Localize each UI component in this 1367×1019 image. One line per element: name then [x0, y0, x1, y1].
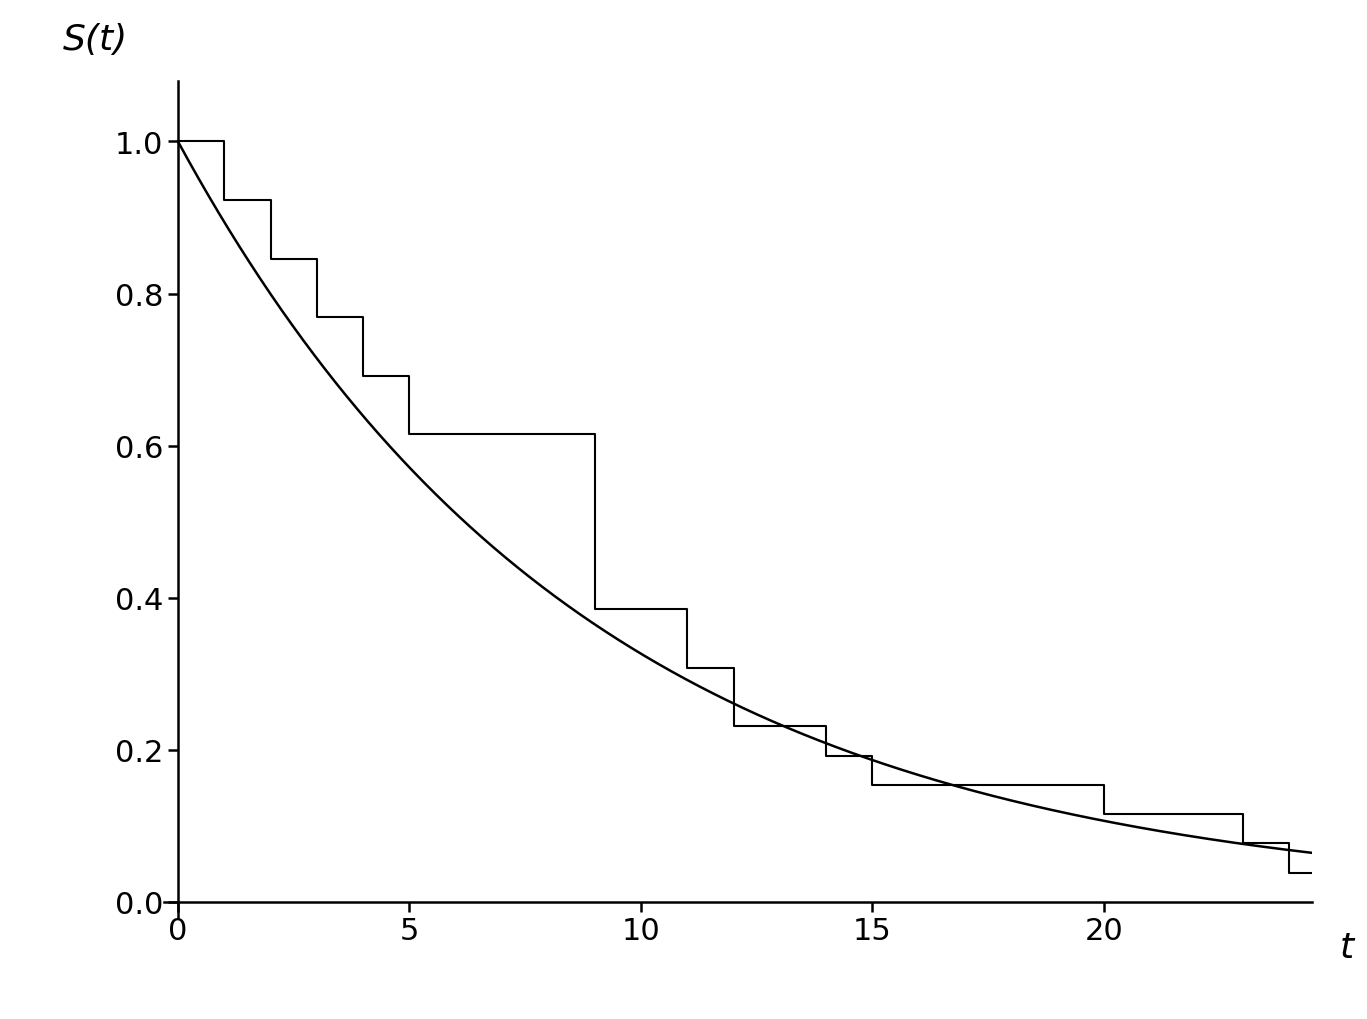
- X-axis label: t: t: [1340, 929, 1353, 964]
- Y-axis label: S(t): S(t): [63, 22, 127, 56]
